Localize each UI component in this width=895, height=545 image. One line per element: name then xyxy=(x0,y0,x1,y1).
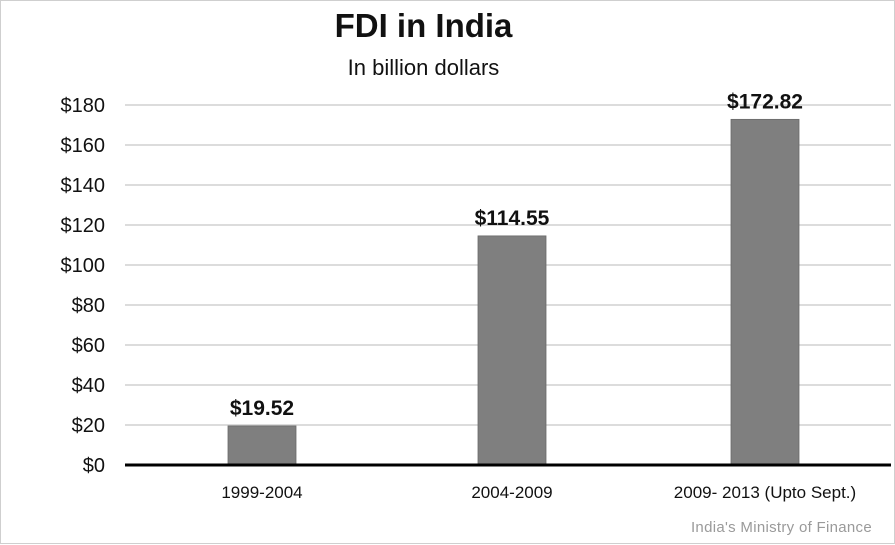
y-tick-label: $20 xyxy=(72,415,105,437)
y-tick-label: $160 xyxy=(61,135,106,157)
y-tick-label: $0 xyxy=(83,455,105,477)
y-tick-label: $40 xyxy=(72,375,105,397)
bar xyxy=(730,118,800,466)
y-tick-label: $140 xyxy=(61,175,106,197)
y-tick-label: $80 xyxy=(72,295,105,317)
chart-title: FDI in India xyxy=(334,7,513,44)
chart-subtitle: In billion dollars xyxy=(347,55,500,80)
data-labels: $19.52 $114.55 $172.82 xyxy=(230,90,803,420)
bar xyxy=(477,235,547,466)
data-label: $19.52 xyxy=(230,397,294,420)
y-tick-label: $60 xyxy=(72,335,105,357)
category-label: 2004-2009 xyxy=(471,483,552,502)
data-label: $172.82 xyxy=(727,90,803,113)
category-labels: 1999-2004 2004-2009 2009- 2013 (Upto Sept.… xyxy=(221,483,856,502)
y-axis-ticks: $0 $20 $40 $60 $80 $100 $120 $140 $160 $180 xyxy=(61,95,106,477)
y-tick-label: $100 xyxy=(61,255,106,277)
y-tick-label: $120 xyxy=(61,215,106,237)
bars xyxy=(227,118,800,466)
source-caption: India's Ministry of Finance xyxy=(690,519,872,536)
category-label: 1999-2004 xyxy=(221,483,302,502)
bar xyxy=(227,425,297,466)
y-tick-label: $180 xyxy=(61,95,106,117)
data-label: $114.55 xyxy=(475,207,550,230)
category-label: 2009- 2013 (Upto Sept.) xyxy=(674,483,856,502)
